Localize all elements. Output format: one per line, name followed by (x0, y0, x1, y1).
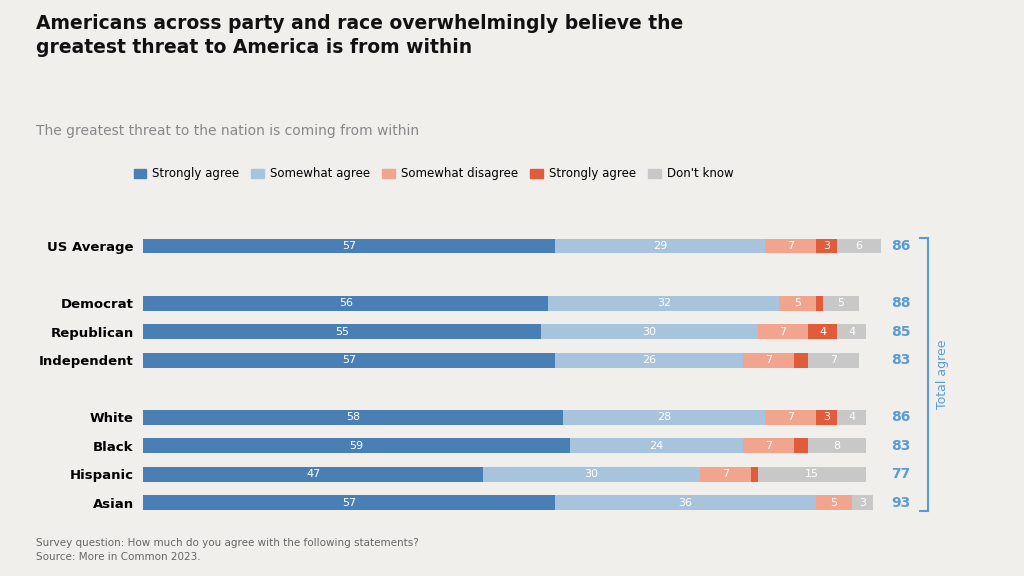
Legend: Strongly agree, Somewhat agree, Somewhat disagree, Strongly agree, Don't know: Strongly agree, Somewhat agree, Somewhat… (129, 162, 738, 185)
Text: 28: 28 (656, 412, 671, 422)
Text: 3: 3 (823, 412, 829, 422)
Text: Total agree: Total agree (936, 340, 949, 409)
Bar (743, 438, 794, 453)
Text: 83: 83 (892, 439, 911, 453)
Bar (765, 238, 815, 253)
Text: 57: 57 (342, 355, 356, 365)
Text: 77: 77 (892, 467, 910, 481)
Text: 7: 7 (830, 355, 838, 365)
Text: 3: 3 (859, 498, 866, 507)
Bar (808, 324, 838, 339)
Text: 57: 57 (342, 498, 356, 507)
Bar (700, 467, 751, 482)
Bar (143, 238, 555, 253)
Text: 86: 86 (892, 410, 911, 424)
Bar (555, 238, 765, 253)
Bar (143, 495, 555, 510)
Bar (758, 467, 866, 482)
Bar (852, 495, 873, 510)
Bar (541, 324, 758, 339)
Bar (794, 438, 808, 453)
Text: 58: 58 (346, 412, 360, 422)
Bar (743, 353, 794, 367)
Bar (794, 353, 808, 367)
Text: 6: 6 (855, 241, 862, 251)
Text: 3: 3 (823, 241, 829, 251)
Text: 7: 7 (765, 355, 772, 365)
Text: 7: 7 (779, 327, 786, 336)
Text: 7: 7 (786, 241, 794, 251)
Bar (815, 410, 838, 425)
Text: 30: 30 (642, 327, 656, 336)
Bar (143, 324, 541, 339)
Text: 4: 4 (848, 412, 855, 422)
Bar (569, 438, 743, 453)
Bar (143, 467, 483, 482)
Bar (838, 238, 881, 253)
Text: 29: 29 (653, 241, 668, 251)
Bar (143, 295, 548, 310)
Bar (555, 353, 743, 367)
Text: 7: 7 (722, 469, 729, 479)
Bar (808, 438, 866, 453)
Bar (808, 353, 859, 367)
Text: 88: 88 (892, 296, 911, 310)
Text: 24: 24 (649, 441, 664, 450)
Text: 5: 5 (830, 498, 838, 507)
Text: 83: 83 (892, 353, 911, 367)
Bar (758, 324, 808, 339)
Text: 7: 7 (786, 412, 794, 422)
Text: 5: 5 (794, 298, 801, 308)
Bar (838, 324, 866, 339)
Text: 57: 57 (342, 241, 356, 251)
Text: 47: 47 (306, 469, 321, 479)
Text: 85: 85 (892, 325, 911, 339)
Text: The greatest threat to the nation is coming from within: The greatest threat to the nation is com… (36, 124, 419, 138)
Text: 30: 30 (585, 469, 598, 479)
Text: 8: 8 (834, 441, 841, 450)
Text: 86: 86 (892, 239, 911, 253)
Bar (143, 353, 555, 367)
Bar (548, 295, 779, 310)
Bar (483, 467, 700, 482)
Text: 93: 93 (892, 496, 910, 510)
Text: Survey question: How much do you agree with the following statements?
Source: Mo: Survey question: How much do you agree w… (36, 539, 419, 562)
Bar (815, 495, 852, 510)
Bar (143, 410, 562, 425)
Text: 4: 4 (848, 327, 855, 336)
Bar (815, 238, 838, 253)
Text: 15: 15 (805, 469, 819, 479)
Bar (555, 495, 815, 510)
Text: 26: 26 (642, 355, 656, 365)
Bar (562, 410, 765, 425)
Text: 59: 59 (349, 441, 364, 450)
Text: 5: 5 (838, 298, 845, 308)
Text: Americans across party and race overwhelmingly believe the
greatest threat to Am: Americans across party and race overwhel… (36, 14, 683, 57)
Text: 36: 36 (679, 498, 692, 507)
Bar (751, 467, 758, 482)
Bar (765, 410, 815, 425)
Text: 32: 32 (656, 298, 671, 308)
Bar (143, 438, 569, 453)
Bar (823, 295, 859, 310)
Text: 56: 56 (339, 298, 352, 308)
Bar (779, 295, 815, 310)
Bar (838, 410, 866, 425)
Bar (815, 295, 823, 310)
Text: 55: 55 (335, 327, 349, 336)
Text: 4: 4 (819, 327, 826, 336)
Text: 7: 7 (765, 441, 772, 450)
